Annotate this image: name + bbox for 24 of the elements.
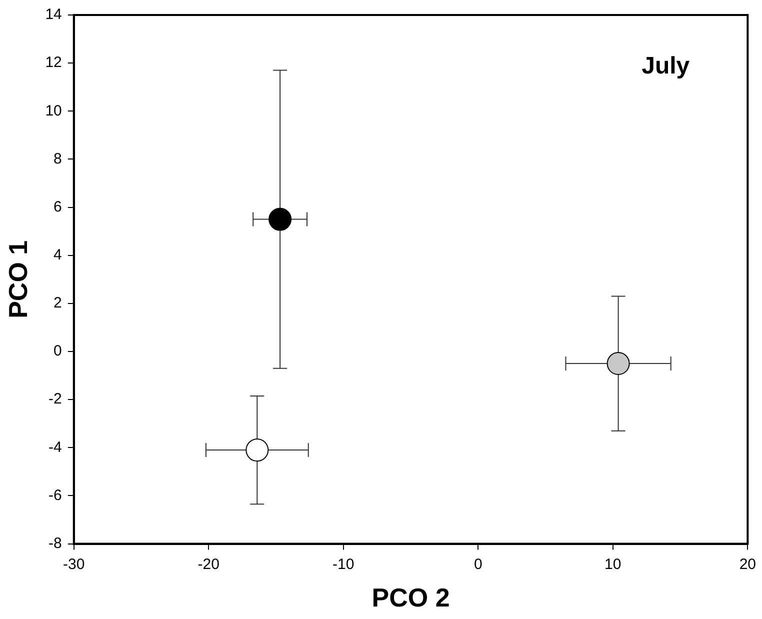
y-tick-label: 14 bbox=[45, 6, 62, 24]
x-axis-title: PCO 2 bbox=[372, 582, 450, 613]
y-axis-title: PCO 1 bbox=[2, 240, 33, 318]
x-tick-label: -30 bbox=[63, 556, 85, 573]
x-tick-label: -20 bbox=[198, 556, 220, 573]
x-tick-label: -10 bbox=[332, 556, 354, 573]
y-tick-label: -6 bbox=[48, 486, 62, 504]
y-tick-label: 6 bbox=[54, 198, 62, 216]
y-tick-label: 0 bbox=[54, 342, 62, 360]
point bbox=[606, 352, 630, 376]
y-tick-label: 12 bbox=[45, 54, 62, 72]
point bbox=[268, 208, 292, 231]
y-tick-label: -4 bbox=[48, 438, 62, 456]
y-tick-label: 4 bbox=[54, 246, 62, 264]
y-tick-label: 2 bbox=[54, 294, 62, 312]
point bbox=[246, 438, 269, 462]
y-tick-label: 10 bbox=[45, 102, 62, 120]
annotation: July bbox=[642, 52, 690, 80]
y-tick-label: 8 bbox=[54, 150, 62, 168]
x-tick-label: 0 bbox=[474, 556, 482, 573]
y-tick-label: -8 bbox=[48, 534, 62, 552]
x-tick-label: 10 bbox=[604, 556, 622, 573]
y-tick-label: -2 bbox=[48, 390, 62, 408]
x-tick-label: 20 bbox=[739, 556, 756, 573]
